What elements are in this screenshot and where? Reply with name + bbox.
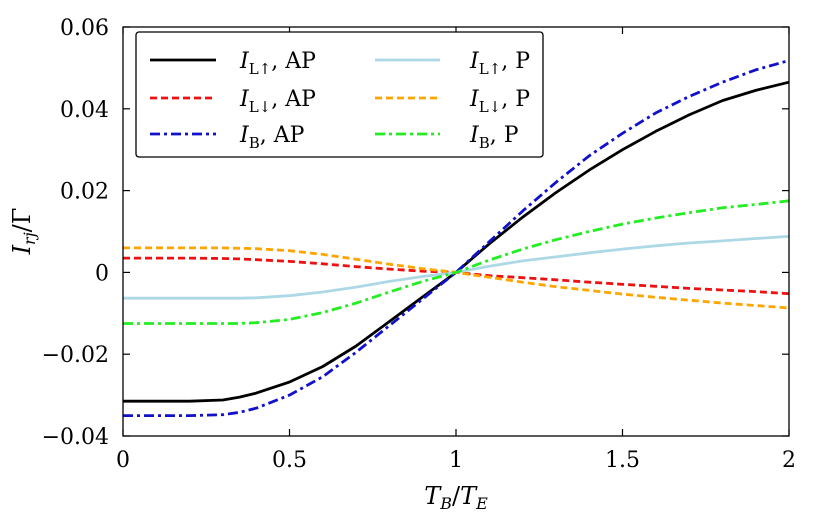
y-tick-label: 0.02 (60, 180, 109, 205)
legend-box (135, 31, 544, 158)
ticks-layer: 0 0.5 1 1.5 2 −0.04 −0.02 0 0.02 0.04 0.06 (42, 16, 796, 473)
x-tick-label: 1 (449, 448, 463, 473)
legend-label-2: IB, AP (239, 123, 305, 152)
legend: IL↑, AP IL↓, AP IB, AP IL↑, P IL↓, P IB, P (135, 31, 544, 158)
series-line-1 (123, 256, 790, 296)
y-tick-label: −0.04 (42, 425, 109, 450)
y-tick-label: −0.02 (42, 343, 109, 368)
y-tick-label: 0.04 (60, 98, 109, 123)
series-line-2 (123, 59, 790, 417)
series-line-4 (123, 246, 790, 310)
legend-label-0: IL↑, AP (239, 49, 316, 78)
y-tick-label: 0.06 (60, 16, 109, 41)
y-axis-label: Irj/Γ (8, 208, 39, 256)
legend-label-3: IL↑, P (469, 49, 530, 78)
legend-label-4: IL↓, P (469, 87, 530, 116)
x-tick-label: 1.5 (605, 448, 640, 473)
x-axis-label: TB/TE (424, 482, 488, 513)
series-line-5 (123, 199, 790, 325)
x-tick-label: 2 (782, 448, 796, 473)
series-layer (123, 59, 790, 417)
x-tick-label: 0.5 (272, 448, 307, 473)
legend-label-5: IB, P (469, 123, 519, 152)
series-line-0 (123, 80, 790, 403)
x-tick-label: 0 (116, 448, 130, 473)
legend-label-1: IL↓, AP (239, 87, 316, 116)
series-line-3 (123, 235, 790, 300)
y-tick-label: 0 (95, 261, 109, 286)
